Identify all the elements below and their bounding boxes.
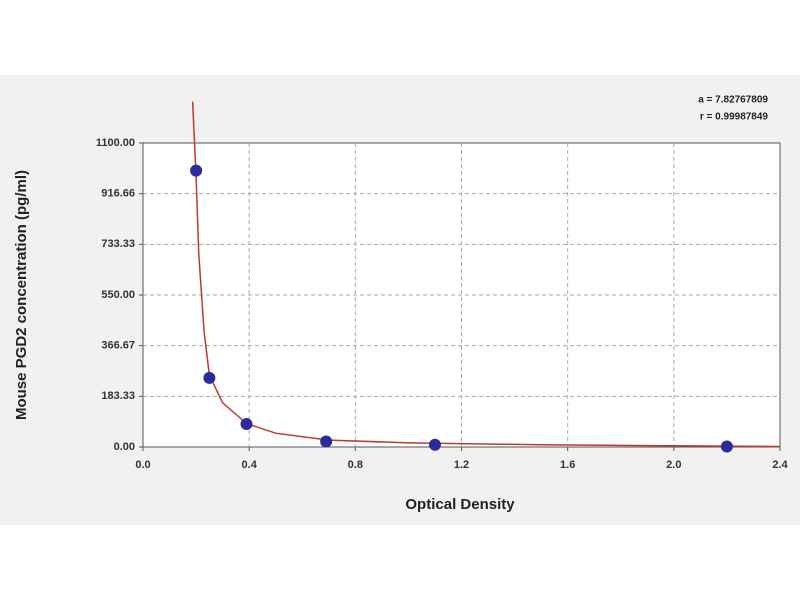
y-tick-label: 550.00 — [101, 289, 135, 301]
y-tick-label: 733.33 — [101, 238, 135, 250]
data-point — [190, 164, 203, 177]
data-point — [203, 371, 216, 384]
x-tick-label: 2.4 — [772, 459, 788, 471]
y-tick-label: 1100.00 — [96, 137, 135, 149]
x-tick-label: 1.2 — [454, 459, 469, 471]
data-point — [320, 435, 333, 448]
y-tick-label: 183.33 — [101, 390, 135, 402]
data-point — [720, 440, 733, 453]
x-tick-label: 1.6 — [560, 459, 575, 471]
annotation: r = 0.99987849 — [700, 112, 769, 123]
x-tick-label: 2.0 — [666, 459, 681, 471]
annotation: a = 7.82767809 — [698, 95, 768, 106]
data-point — [240, 418, 253, 431]
x-axis-title: Optical Density — [405, 496, 515, 513]
y-tick-label: 0.00 — [114, 441, 135, 453]
x-tick-label: 0.4 — [242, 459, 258, 471]
y-tick-label: 916.66 — [101, 188, 135, 200]
y-axis-title: Mouse PGD2 concentration (pg/ml) — [13, 170, 30, 420]
data-point — [428, 438, 441, 451]
y-tick-label: 366.67 — [101, 340, 135, 352]
x-tick-label: 0.8 — [348, 459, 363, 471]
x-tick-label: 0.0 — [135, 459, 150, 471]
